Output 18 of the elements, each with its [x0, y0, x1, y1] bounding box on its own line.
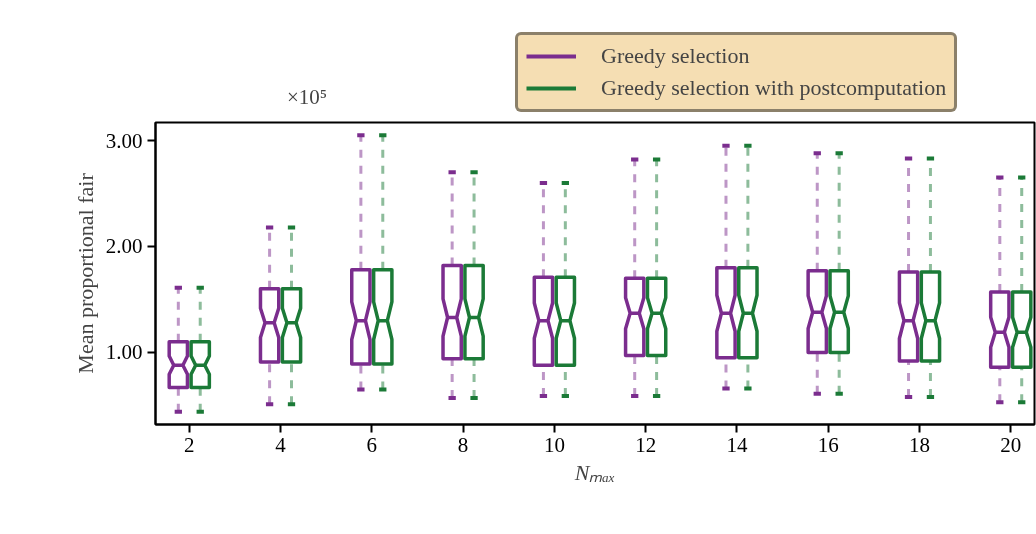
x-tick-label: 6: [366, 432, 378, 457]
y-tick-label: 2.00: [105, 234, 143, 259]
x-axis-title: Nₘₐₓ: [573, 459, 616, 485]
x-tick-label: 8: [457, 432, 469, 457]
y-tick-label: 1.00: [105, 340, 143, 365]
y-tick-label: 3.00: [105, 128, 143, 153]
x-tick-label: 14: [726, 432, 748, 457]
y-axis-title: Mean proportional fair: [72, 172, 98, 374]
x-tick-label: 18: [908, 432, 930, 457]
x-tick-label: 2: [184, 432, 195, 457]
legend-label: Greedy selection with postcomputation: [601, 75, 947, 101]
x-tick-label: 10: [543, 432, 565, 457]
x-tick-label: 16: [817, 432, 839, 457]
x-tick-label: 20: [1000, 432, 1022, 457]
legend-label: Greedy selection: [601, 43, 750, 69]
x-tick-label: 4: [275, 432, 287, 457]
x-tick-label: 12: [635, 432, 657, 457]
text: ×10⁵: [287, 84, 328, 109]
